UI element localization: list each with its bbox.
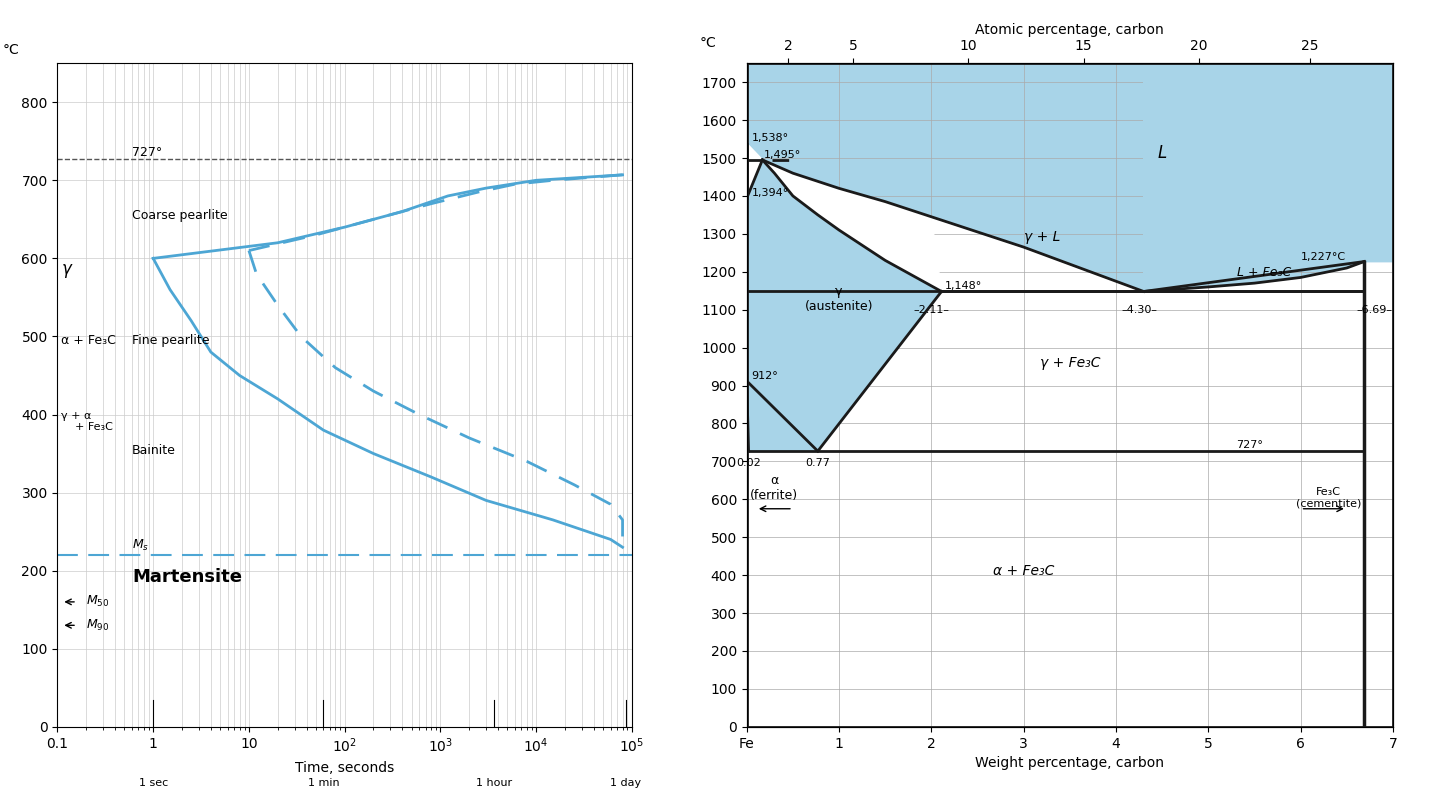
Text: 727°: 727° — [1236, 440, 1262, 450]
Text: –6.69–: –6.69– — [1356, 306, 1391, 315]
Text: α + Fe₃C: α + Fe₃C — [992, 564, 1054, 578]
Text: γ
(austenite): γ (austenite) — [804, 284, 873, 313]
Text: γ: γ — [62, 260, 72, 278]
Text: 1 sec: 1 sec — [138, 777, 168, 788]
Polygon shape — [747, 144, 763, 198]
Text: Martensite: Martensite — [132, 568, 241, 586]
Text: L: L — [1157, 144, 1167, 162]
Polygon shape — [747, 160, 942, 451]
Y-axis label: °C: °C — [699, 36, 717, 50]
Text: 1 hour: 1 hour — [475, 777, 511, 788]
Text: Bainite: Bainite — [132, 443, 175, 457]
Text: Fine pearlite: Fine pearlite — [132, 334, 210, 348]
Text: 1,227°C: 1,227°C — [1301, 252, 1346, 261]
Text: $M_{50}$: $M_{50}$ — [86, 594, 109, 609]
Text: $M_{90}$: $M_{90}$ — [86, 618, 109, 633]
Polygon shape — [747, 144, 763, 198]
Polygon shape — [763, 63, 1393, 292]
Polygon shape — [763, 160, 942, 292]
Polygon shape — [747, 63, 1364, 292]
Text: 1,538°: 1,538° — [751, 133, 788, 143]
Text: 0.02: 0.02 — [737, 458, 761, 468]
Text: Coarse pearlite: Coarse pearlite — [132, 209, 227, 222]
Text: 0.77: 0.77 — [806, 458, 830, 468]
Text: α
(ferrite): α (ferrite) — [751, 474, 798, 502]
Text: 1,148°: 1,148° — [945, 280, 982, 291]
Text: 1 min: 1 min — [307, 777, 339, 788]
Text: α + Fe₃C: α + Fe₃C — [62, 334, 116, 348]
Y-axis label: °C: °C — [3, 43, 20, 57]
Text: –2.11–: –2.11– — [913, 306, 949, 315]
Text: L + Fe₃C: L + Fe₃C — [1236, 265, 1291, 279]
Text: –4.30–: –4.30– — [1122, 306, 1157, 315]
Text: 1,394°: 1,394° — [751, 188, 788, 198]
Text: 727°: 727° — [132, 146, 162, 160]
Text: γ + Fe₃C: γ + Fe₃C — [1040, 356, 1100, 370]
Text: $M_s$: $M_s$ — [132, 538, 149, 554]
Text: 1,495°: 1,495° — [764, 150, 801, 160]
X-axis label: Time, seconds: Time, seconds — [294, 761, 395, 775]
Text: 912°: 912° — [751, 371, 778, 381]
Text: γ + L: γ + L — [1024, 231, 1060, 244]
Text: 1 day: 1 day — [610, 777, 642, 788]
Text: Fe₃C
(cementite): Fe₃C (cementite) — [1295, 487, 1361, 509]
Polygon shape — [1143, 63, 1393, 292]
Polygon shape — [747, 160, 942, 451]
Text: γ + α
    + Fe₃C: γ + α + Fe₃C — [62, 411, 113, 432]
X-axis label: Atomic percentage, carbon: Atomic percentage, carbon — [975, 23, 1165, 37]
X-axis label: Weight percentage, carbon: Weight percentage, carbon — [975, 756, 1165, 770]
